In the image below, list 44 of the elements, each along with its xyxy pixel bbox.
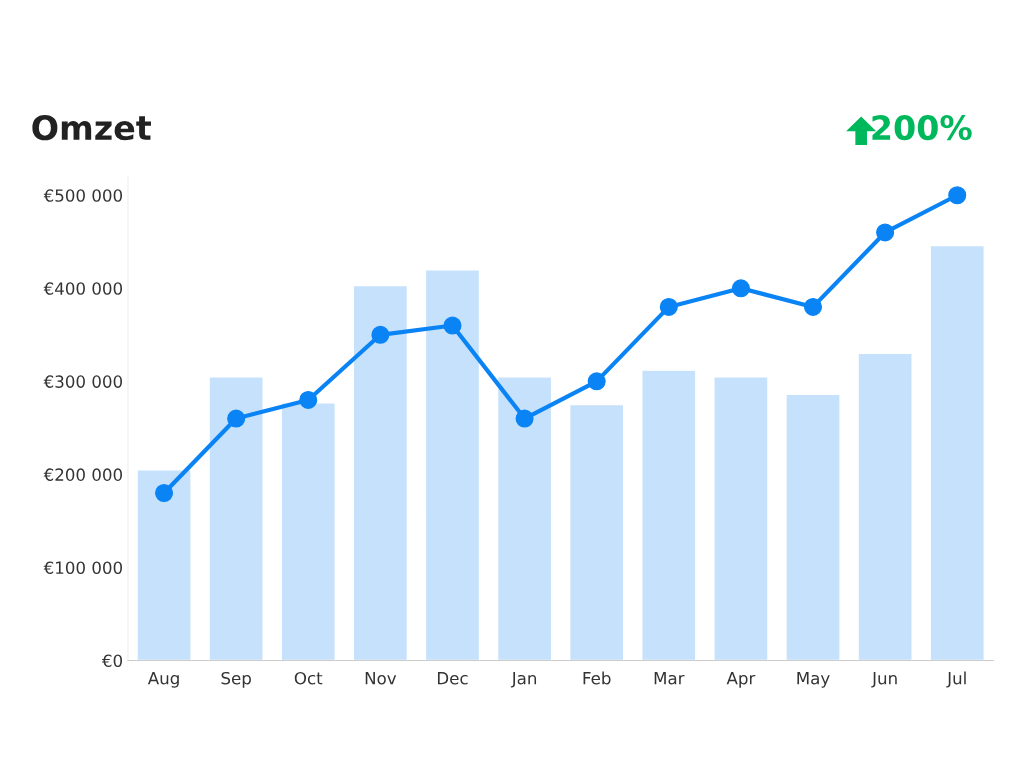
bar	[352, 284, 409, 661]
bar	[857, 352, 913, 661]
x-tick-label: May	[797, 672, 830, 688]
y-tick-label: €300 000	[43, 375, 123, 388]
bar	[280, 402, 337, 661]
text: 200%	[872, 115, 972, 141]
x-tick-label: Jul	[946, 671, 966, 688]
bar	[496, 375, 553, 661]
point	[515, 409, 534, 428]
y-tick-label: €0	[101, 654, 123, 668]
bar	[641, 369, 697, 661]
x-tick-label: Sep	[221, 671, 251, 688]
x-tick-label: Dec	[437, 672, 468, 685]
bar	[568, 403, 625, 661]
chart-title: Omzet	[32, 115, 151, 141]
x-tick-label: Jan	[510, 672, 537, 688]
y-tick-label: €500 000	[43, 189, 123, 202]
point	[155, 483, 174, 503]
x-tick-label: Feb	[583, 671, 611, 685]
x-tick-label: Jun	[871, 672, 897, 688]
point	[299, 390, 318, 409]
bar	[136, 469, 192, 661]
x-tick-label: Aug	[147, 672, 179, 688]
point	[371, 325, 390, 344]
bar	[424, 268, 481, 661]
y-tick-label: €100 000	[43, 561, 123, 574]
point	[659, 297, 678, 316]
y-tick-label: €400 000	[43, 282, 123, 295]
y-tick-label: €200 000	[43, 468, 123, 481]
bar	[785, 393, 841, 661]
point	[803, 297, 823, 316]
point	[731, 279, 750, 298]
point	[443, 316, 462, 335]
x-tick-label: Mar	[654, 672, 685, 685]
point	[948, 186, 967, 205]
bar	[713, 375, 769, 661]
point	[876, 223, 895, 242]
x-tick-label: Oct	[294, 671, 323, 685]
bar	[208, 375, 264, 661]
x-tick-label: Apr	[726, 672, 756, 688]
point	[587, 372, 606, 391]
bar	[929, 244, 985, 661]
x-tick-label: Nov	[365, 672, 397, 685]
point	[227, 409, 246, 428]
